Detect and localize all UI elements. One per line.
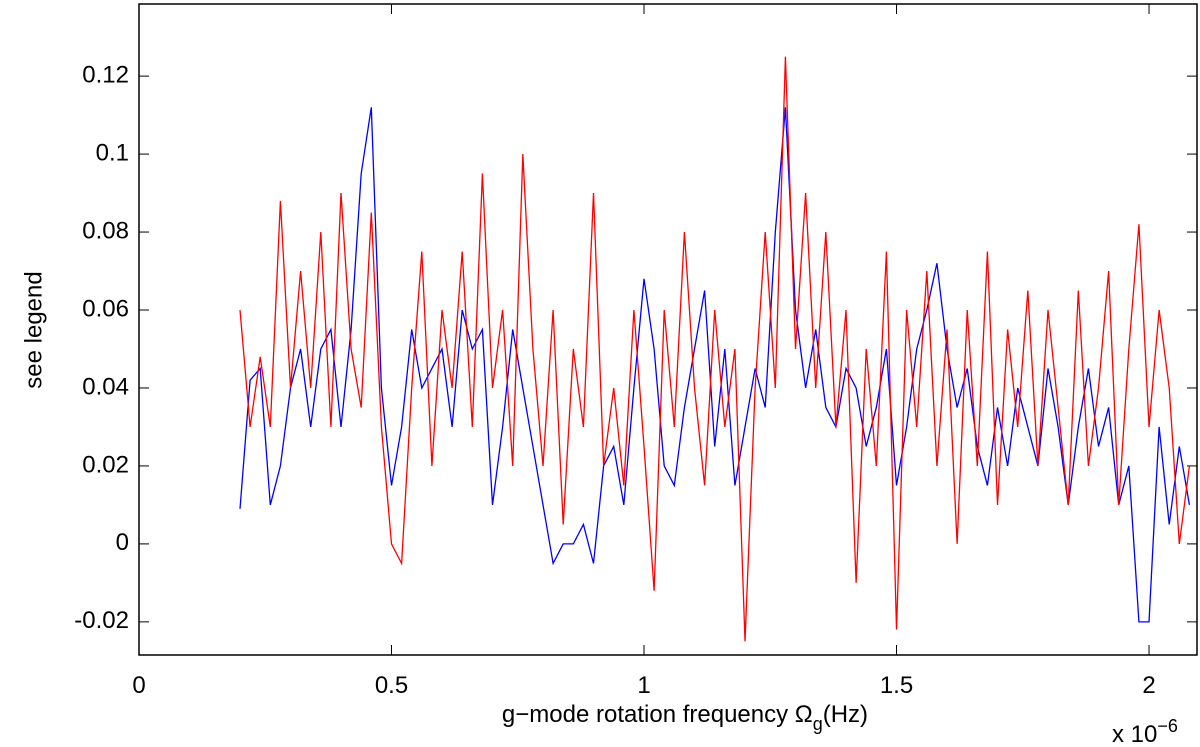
x-axis-label-main: g−mode rotation frequency Ω: [502, 701, 813, 728]
x-tick-label: 2: [1142, 672, 1155, 699]
plot-box: [138, 3, 1198, 656]
x-tick-label: 0: [132, 672, 145, 699]
x-tick-label: 1: [637, 672, 650, 699]
x-exponent-power: −6: [1157, 716, 1178, 736]
x-tick-label: 1.5: [880, 672, 913, 699]
x-exponent: x 10−6: [1112, 716, 1178, 747]
y-axis-label: see legend: [20, 271, 47, 388]
x-tick-label: 0.5: [375, 672, 408, 699]
y-tick-label: 0.08: [82, 217, 129, 244]
y-tick-label: 0: [116, 529, 129, 556]
x-axis-label: g−mode rotation frequency Ωg(Hz): [502, 701, 868, 734]
data-line: [239, 56, 1191, 642]
y-tick-label: 0.02: [82, 451, 129, 478]
x-exponent-base: x 10: [1112, 721, 1157, 747]
y-tick-label: -0.02: [74, 607, 129, 634]
y-tick-label: 0.06: [82, 295, 129, 322]
x-axis-label-sub: g: [813, 714, 823, 734]
y-tick-label: 0.12: [82, 61, 129, 88]
data-line: [239, 107, 1191, 623]
x-axis-label-unit: (Hz): [823, 701, 868, 728]
y-tick-label: 0.1: [96, 139, 129, 166]
y-tick-label: 0.04: [82, 373, 129, 400]
